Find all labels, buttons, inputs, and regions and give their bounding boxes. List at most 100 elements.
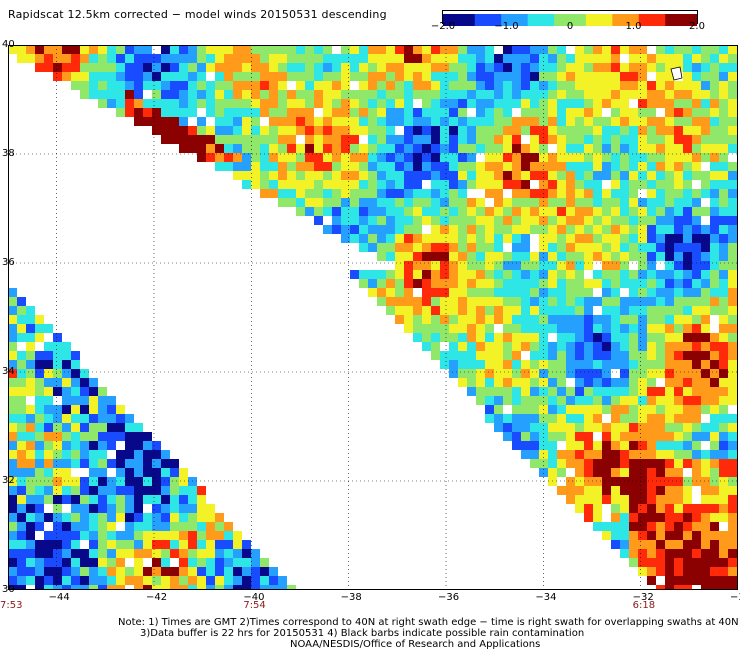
wind-diff-cell [341, 144, 350, 153]
wind-diff-cell [152, 90, 161, 99]
wind-diff-cell [530, 225, 539, 234]
wind-diff-cell [440, 297, 449, 306]
wind-diff-cell [377, 180, 386, 189]
wind-diff-cell [674, 369, 683, 378]
wind-diff-cell [323, 189, 332, 198]
wind-diff-cell [26, 333, 35, 342]
wind-diff-cell [368, 99, 377, 108]
wind-diff-cell [629, 549, 638, 558]
wind-diff-cell [692, 531, 701, 540]
wind-diff-cell [395, 180, 404, 189]
wind-diff-cell [62, 342, 71, 351]
wind-diff-cell [440, 207, 449, 216]
wind-diff-cell [629, 513, 638, 522]
wind-diff-cell [71, 504, 80, 513]
wind-diff-cell [575, 72, 584, 81]
wind-diff-cell [98, 513, 107, 522]
wind-diff-cell [656, 387, 665, 396]
wind-diff-cell [638, 486, 647, 495]
wind-diff-cell [188, 63, 197, 72]
wind-diff-cell [512, 432, 521, 441]
wind-diff-cell [422, 297, 431, 306]
wind-diff-cell [179, 81, 188, 90]
wind-diff-cell [719, 72, 728, 81]
wind-diff-cell [305, 126, 314, 135]
wind-diff-cell [458, 378, 467, 387]
wind-diff-cell [683, 144, 692, 153]
wind-diff-cell [638, 126, 647, 135]
wind-diff-cell [386, 81, 395, 90]
wind-diff-cell [296, 63, 305, 72]
wind-diff-cell [683, 252, 692, 261]
wind-diff-cell [683, 117, 692, 126]
colorbar-swatch [596, 14, 603, 26]
wind-diff-cell [575, 369, 584, 378]
wind-diff-cell [8, 432, 17, 441]
wind-diff-cell [269, 126, 278, 135]
wind-diff-cell [548, 441, 557, 450]
wind-diff-cell [629, 171, 638, 180]
wind-diff-cell [620, 252, 629, 261]
wind-diff-cell [161, 108, 170, 117]
wind-diff-cell [98, 45, 107, 54]
wind-diff-cell [503, 180, 512, 189]
wind-diff-cell [485, 360, 494, 369]
wind-diff-cell [116, 576, 125, 585]
wind-diff-cell [242, 81, 251, 90]
wind-diff-cell [449, 198, 458, 207]
lon-label: −34 [535, 592, 557, 603]
wind-diff-cell [620, 225, 629, 234]
wind-diff-cell [692, 351, 701, 360]
wind-diff-cell [377, 252, 386, 261]
wind-diff-cell [629, 189, 638, 198]
wind-diff-cell [575, 90, 584, 99]
wind-diff-cell [467, 279, 476, 288]
colorbar-swatch [543, 14, 550, 26]
wind-diff-cell [656, 504, 665, 513]
wind-diff-cell [665, 63, 674, 72]
wind-diff-cell [17, 333, 26, 342]
wind-diff-cell [521, 261, 530, 270]
wind-diff-cell [8, 333, 17, 342]
wind-diff-cell [584, 153, 593, 162]
wind-diff-cell [656, 531, 665, 540]
wind-diff-cell [629, 243, 638, 252]
wind-diff-cell [683, 504, 692, 513]
wind-diff-cell [62, 477, 71, 486]
wind-diff-cell [494, 117, 503, 126]
wind-diff-cell [494, 378, 503, 387]
wind-diff-cell [188, 576, 197, 585]
wind-diff-cell [458, 198, 467, 207]
wind-diff-cell [566, 351, 575, 360]
wind-diff-cell [611, 315, 620, 324]
wind-diff-cell [557, 261, 566, 270]
wind-diff-cell [188, 81, 197, 90]
wind-diff-cell [521, 90, 530, 99]
wind-diff-cell [710, 441, 719, 450]
wind-diff-cell [701, 117, 710, 126]
wind-diff-cell [719, 324, 728, 333]
wind-diff-cell [377, 270, 386, 279]
wind-diff-cell [467, 126, 476, 135]
wind-diff-cell [620, 477, 629, 486]
wind-diff-cell [458, 144, 467, 153]
wind-diff-cell [512, 171, 521, 180]
wind-diff-cell [647, 189, 656, 198]
wind-diff-cell [683, 126, 692, 135]
wind-diff-cell [314, 207, 323, 216]
wind-diff-cell [602, 99, 611, 108]
wind-diff-cell [377, 135, 386, 144]
wind-diff-cell [674, 423, 683, 432]
wind-diff-cell [674, 387, 683, 396]
wind-diff-cell [485, 180, 494, 189]
wind-diff-cell [710, 270, 719, 279]
wind-diff-cell [701, 351, 710, 360]
wind-diff-cell [179, 477, 188, 486]
wind-diff-cell [53, 351, 62, 360]
wind-diff-cell [386, 234, 395, 243]
wind-diff-cell [494, 63, 503, 72]
wind-diff-cell [593, 495, 602, 504]
wind-diff-cell [476, 216, 485, 225]
wind-diff-cell [665, 126, 674, 135]
wind-diff-cell [593, 378, 602, 387]
